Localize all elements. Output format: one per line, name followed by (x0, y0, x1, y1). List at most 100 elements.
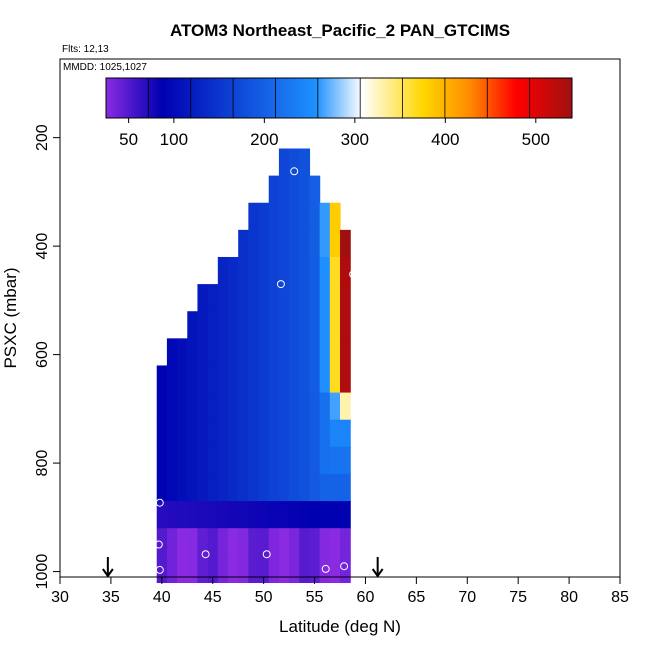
heatmap-cell (329, 528, 341, 556)
heatmap-cell (268, 365, 280, 394)
heatmap-cell (309, 392, 321, 421)
heatmap-cell (319, 473, 331, 502)
x-tick-label: 40 (153, 589, 171, 606)
heatmap-cell (289, 175, 300, 204)
heatmap-cell (197, 501, 209, 529)
heatmap-cell (248, 392, 260, 421)
heatmap-cell (319, 365, 331, 394)
heatmap-cell (289, 338, 300, 367)
heatmap-cell (166, 555, 178, 584)
sample-point (201, 550, 210, 559)
heatmap-cell (228, 284, 239, 312)
heatmap-cell (228, 311, 239, 339)
heatmap-cell (299, 256, 311, 285)
heatmap-cell (156, 446, 168, 475)
x-tick-label: 80 (560, 589, 578, 606)
heatmap-cell (197, 528, 209, 556)
heatmap-cell (217, 256, 229, 285)
heatmap-cell (258, 202, 270, 231)
heatmap-cell (228, 473, 239, 502)
heatmap-cell (177, 419, 188, 448)
colorbar: 50 100 200 300 400 500 (105, 77, 573, 149)
heatmap-cell (228, 446, 239, 475)
sample-point (155, 565, 164, 574)
heatmap-cell (329, 473, 341, 502)
heatmap-cell (217, 555, 229, 584)
heatmap-cell (217, 365, 229, 394)
heatmap-cell (278, 284, 290, 312)
heatmap-cell (278, 446, 290, 475)
sample-point (276, 280, 285, 289)
heatmap-cell (299, 338, 311, 367)
heatmap-cell (289, 392, 300, 421)
heatmap-cell (248, 256, 260, 285)
heatmap-cell (278, 175, 290, 204)
heatmap-cell (289, 446, 300, 475)
heatmap-cell (299, 419, 311, 448)
heatmap-cell (258, 338, 270, 367)
heatmap-cell (319, 392, 331, 421)
heatmap-cell (289, 528, 300, 556)
heatmap-cell (187, 555, 199, 584)
heatmap-cell (187, 338, 199, 367)
dates-label: MMDD: 1025,1027 (63, 62, 147, 73)
heatmap-cell (278, 528, 290, 556)
x-tick-label: 60 (357, 589, 375, 606)
heatmap-cell (289, 202, 300, 231)
heatmap-cell (228, 501, 239, 529)
heatmap-cell (187, 501, 199, 529)
heatmap-cell (309, 338, 321, 367)
heatmap-cell (278, 473, 290, 502)
colorbar-tick-label: 100 (160, 130, 188, 149)
y-tick-label: 600 (34, 341, 51, 368)
heatmap-cell (340, 446, 351, 475)
heatmap-cell (268, 175, 280, 204)
heatmap-cell (177, 555, 188, 584)
heatmap-cell (207, 392, 219, 421)
sample-point (349, 270, 358, 279)
y-axis: 200 400 600 800 1000 (34, 124, 60, 589)
heatmap-cell (258, 446, 270, 475)
heatmap-cell (289, 229, 300, 258)
x-tick-label: 30 (51, 589, 69, 606)
heatmap-cell (299, 392, 311, 421)
heatmap-cell (166, 338, 178, 367)
heatmap-cell (248, 528, 260, 556)
heatmap-cell (197, 473, 209, 502)
heatmap-cell (268, 284, 280, 312)
heatmap-cell (309, 446, 321, 475)
heatmap-cell (177, 528, 188, 556)
heatmap-cell (278, 229, 290, 258)
heatmap-cell (289, 555, 300, 584)
heatmap-cell (238, 365, 249, 394)
heatmap-cell (299, 473, 311, 502)
heatmap-cell (217, 419, 229, 448)
sample-point (154, 540, 163, 549)
colorbar-gradient (106, 78, 572, 118)
heatmap-cell (329, 446, 341, 475)
heatmap-cell (340, 365, 351, 394)
heatmap-cell (278, 419, 290, 448)
x-tick-label: 35 (102, 589, 120, 606)
heatmap-cell (268, 229, 280, 258)
heatmap-cell (187, 419, 199, 448)
arrow-marker (102, 557, 114, 578)
heatmap-cell (278, 338, 290, 367)
heatmap-cell (177, 473, 188, 502)
heatmap-cell (309, 528, 321, 556)
heatmap-cell (289, 256, 300, 285)
heatmap-cell (278, 555, 290, 584)
heatmap-cell (238, 419, 249, 448)
heatmap-cell (329, 555, 341, 584)
heatmap-cell (207, 555, 219, 584)
heatmap-cell (238, 528, 249, 556)
heatmap-cell (309, 473, 321, 502)
heatmap-cell (166, 419, 178, 448)
heatmap-cell (319, 446, 331, 475)
heatmap-cell (329, 392, 341, 421)
heatmap-cell (228, 528, 239, 556)
heatmap-cell (329, 256, 341, 285)
heatmap-cell (217, 501, 229, 529)
sample-point (155, 498, 164, 507)
x-tick-label: 70 (458, 589, 476, 606)
